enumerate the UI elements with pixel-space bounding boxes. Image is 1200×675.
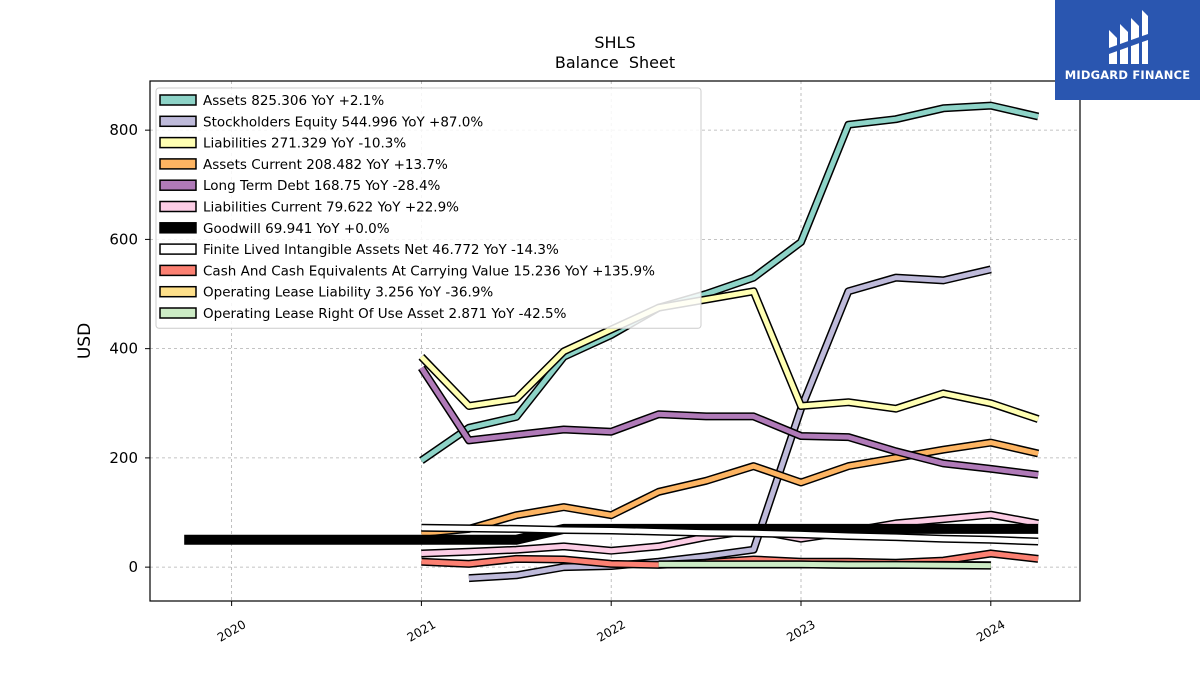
x-tick-label: 2023 (784, 617, 817, 644)
x-axis-ticks: 2020 2021 2022 2023 2024 (215, 601, 1008, 645)
x-tick-label: 2021 (405, 617, 438, 644)
brand-name: MIDGARD FINANCE (1064, 68, 1191, 82)
series-line (658, 561, 991, 569)
y-tick-label: 400 (109, 340, 138, 358)
legend-swatch (159, 115, 197, 128)
chart-legend: Assets 825.306 YoY +2.1% Stockholders Equ… (155, 87, 702, 329)
legend-label: Finite Lived Intangible Assets Net 46.77… (203, 242, 559, 258)
y-tick-label: 0 (128, 558, 138, 576)
series-lines (184, 101, 1040, 583)
legend-label: Liabilities Current 79.622 YoY +22.9% (203, 200, 459, 216)
legend-swatch (159, 200, 197, 213)
legend-swatch (159, 285, 197, 298)
legend-swatch (159, 264, 197, 277)
legend-label: Goodwill 69.941 YoY +0.0% (203, 221, 390, 237)
plot-frame (149, 80, 1081, 602)
legend-swatch (159, 94, 197, 106)
legend-swatch (159, 243, 197, 255)
legend-label: Cash And Cash Equivalents At Carrying Va… (203, 263, 655, 279)
y-tick-label: 800 (109, 121, 138, 139)
legend-label: Operating Lease Liability 3.256 YoY -36.… (203, 285, 493, 301)
y-tick-label: 600 (109, 230, 138, 248)
legend-swatch (159, 222, 197, 234)
legend-label: Assets Current 208.482 YoY +13.7% (203, 157, 448, 173)
series-line (419, 366, 1039, 478)
x-tick-label: 2024 (974, 617, 1007, 644)
x-tick-label: 2020 (215, 617, 248, 644)
legend-label: Operating Lease Right Of Use Asset 2.871… (203, 306, 567, 322)
legend-box (155, 87, 702, 329)
series-line (421, 440, 1039, 536)
chart-subtitle: Balance Sheet (555, 53, 675, 72)
legend-label: Assets 825.306 YoY +2.1% (203, 93, 384, 109)
series-line (419, 288, 1039, 422)
midgard-logo-icon (1109, 10, 1148, 64)
y-tick-label: 200 (109, 449, 138, 467)
legend-label: Stockholders Equity 544.996 YoY +87.0% (203, 114, 483, 130)
legend-swatch (159, 307, 197, 319)
legend-label: Liabilities 271.329 YoY -10.3% (203, 136, 406, 152)
chart-title: SHLS (594, 33, 635, 52)
series-line (419, 103, 1039, 463)
series-line (468, 266, 992, 581)
midgard-finance-logo: MIDGARD FINANCE (1055, 0, 1200, 100)
legend-swatch (159, 179, 197, 191)
x-tick-label: 2022 (594, 617, 627, 644)
y-axis-ticks: 0 200 400 600 800 (109, 121, 150, 576)
legend-swatch (159, 136, 197, 149)
legend-label: Long Term Debt 168.75 YoY -28.4% (203, 178, 441, 194)
series-line (421, 525, 1039, 544)
y-axis-label: USD (75, 323, 95, 359)
legend-swatch (159, 158, 197, 170)
